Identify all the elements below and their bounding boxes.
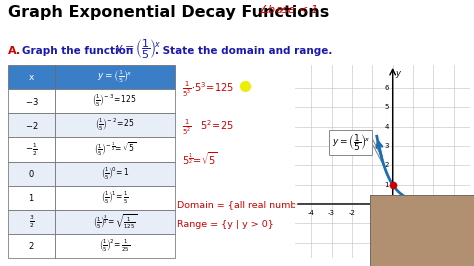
Text: $\left(\frac{1}{5}\right)^{\!-2}\!=25$: $\left(\frac{1}{5}\right)^{\!-2}\!=25$	[95, 117, 135, 134]
Text: $1$: $1$	[28, 192, 35, 203]
Text: 2: 2	[384, 162, 389, 168]
Text: O: O	[395, 210, 401, 219]
Text: $\left(\frac{1}{5}\right)^{\!-\frac{1}{2}}\!=\sqrt{5}$: $\left(\frac{1}{5}\right)^{\!-\frac{1}{2…	[94, 141, 136, 158]
Text: $y = \left(\dfrac{1}{5}\right)^{\!x}$: $y = \left(\dfrac{1}{5}\right)^{\!x}$	[332, 132, 370, 153]
Text: -4: -4	[308, 210, 315, 216]
Bar	[55, 89, 175, 113]
Bar	[8, 113, 55, 137]
Text: 4: 4	[384, 124, 389, 130]
Text: Graph Exponential Decay Functions: Graph Exponential Decay Functions	[8, 5, 329, 20]
Bar	[8, 65, 55, 89]
Text: y: y	[395, 69, 400, 78]
Bar	[55, 113, 175, 137]
Text: $y = \left(\dfrac{1}{5}\right)^{\!x}$: $y = \left(\dfrac{1}{5}\right)^{\!x}$	[115, 38, 161, 61]
Text: -2: -2	[382, 240, 389, 246]
Bar	[8, 137, 55, 161]
Text: 1: 1	[384, 182, 389, 188]
Text: 3: 3	[384, 143, 389, 149]
Bar	[55, 137, 175, 161]
Bar	[55, 186, 175, 210]
Bar	[55, 161, 175, 186]
Text: $\frac{1}{5^2}\quad 5^2\!=\!25$: $\frac{1}{5^2}\quad 5^2\!=\!25$	[182, 118, 234, 138]
Text: Range = {y | y > 0}: Range = {y | y > 0}	[177, 220, 274, 229]
Text: $\angle$base < 1: $\angle$base < 1	[258, 2, 318, 15]
Text: $0$: $0$	[28, 168, 35, 179]
Bar	[8, 89, 55, 113]
Text: -3: -3	[328, 210, 335, 216]
Text: $-\frac{1}{2}$: $-\frac{1}{2}$	[25, 141, 38, 158]
Text: -2: -2	[348, 210, 356, 216]
Text: $\left(\frac{1}{5}\right)^{\!\frac{3}{2}}\!=\sqrt{\frac{1}{125}}$: $\left(\frac{1}{5}\right)^{\!\frac{3}{2}…	[92, 212, 137, 231]
Text: $\left(\frac{1}{5}\right)^{\!1}\!=\frac{1}{5}$: $\left(\frac{1}{5}\right)^{\!1}\!=\frac{…	[101, 190, 129, 206]
Bar	[8, 234, 55, 258]
Text: x: x	[461, 210, 466, 219]
Text: $\left(\frac{1}{5}\right)^{\!2}\!=\frac{1}{25}$: $\left(\frac{1}{5}\right)^{\!2}\!=\frac{…	[99, 238, 130, 254]
Text: $-2$: $-2$	[25, 120, 38, 131]
Text: . State the domain and range.: . State the domain and range.	[155, 46, 332, 56]
Text: $2$: $2$	[28, 240, 35, 251]
Text: x: x	[29, 73, 34, 82]
Text: 5: 5	[384, 105, 389, 110]
Text: $\left(\frac{1}{5}\right)^{\!0}\!=1$: $\left(\frac{1}{5}\right)^{\!0}\!=1$	[100, 165, 129, 182]
Text: Domain = {all real numbers}: Domain = {all real numbers}	[177, 200, 317, 209]
Text: 6: 6	[384, 85, 389, 91]
Text: $-3$: $-3$	[25, 96, 38, 107]
Text: $\frac{1}{5^3}\!\cdot\!5^3\!=\!125$: $\frac{1}{5^3}\!\cdot\!5^3\!=\!125$	[182, 80, 234, 99]
Text: $\frac{3}{2}$: $\frac{3}{2}$	[28, 214, 34, 230]
Bar	[8, 186, 55, 210]
Text: $\left(\frac{1}{5}\right)^{\!-3}\!=125$: $\left(\frac{1}{5}\right)^{\!-3}\!=125$	[92, 93, 137, 109]
Bar	[8, 161, 55, 186]
Text: $5^{\frac{1}{2}}\!=\!\sqrt{5}$: $5^{\frac{1}{2}}\!=\!\sqrt{5}$	[182, 150, 218, 167]
Text: 1: 1	[411, 210, 415, 216]
Text: A.: A.	[8, 46, 21, 56]
Bar	[8, 210, 55, 234]
Text: $y = \left(\frac{1}{5}\right)^{\!x}$: $y = \left(\frac{1}{5}\right)^{\!x}$	[97, 69, 133, 85]
Text: 3: 3	[451, 210, 456, 216]
Text: 2: 2	[431, 210, 436, 216]
Bar	[55, 210, 175, 234]
Bar	[55, 234, 175, 258]
Bar	[55, 65, 175, 89]
Text: Graph the function: Graph the function	[22, 46, 133, 56]
